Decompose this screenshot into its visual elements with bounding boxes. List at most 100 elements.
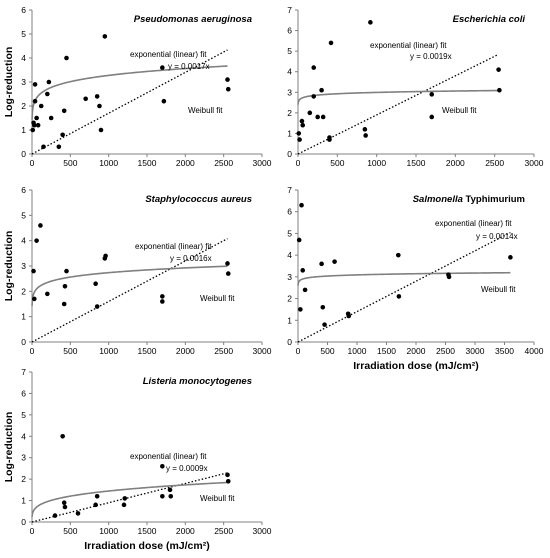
panel-5-y-tick-label: 7 [21, 367, 26, 377]
panel-4-y-tick-label: 2 [287, 294, 292, 304]
panel-2-weibull-fit-label: Weibull fit [442, 106, 477, 115]
panel-1-title: Pseudomonas aeruginosa [134, 14, 252, 25]
panel-2-data-point [300, 122, 306, 128]
panel-1-data-point [34, 115, 39, 121]
panel-4-linear-fit-equation: y = 0.0014x [476, 232, 518, 241]
panel-1-data-point [32, 122, 37, 128]
panel-2-x-tick-label: 2000 [446, 158, 465, 168]
panel-1-linear-fit-label: exponential (linear) fit [130, 50, 207, 59]
panel-1-data-point [45, 91, 50, 97]
panel-1-data-point [41, 144, 46, 150]
panel-3-linear-fit-equation: y = 0.0016x [170, 254, 212, 263]
panel-3-data-point [62, 283, 68, 289]
panel-5-y-tick-label: 5 [21, 410, 26, 420]
panel-5-y-tick-label: 2 [21, 474, 26, 484]
panel-2-data-point [311, 94, 317, 99]
panel-3-data-point [64, 268, 69, 274]
panel-5-y-tick-label: 4 [21, 431, 26, 441]
panel-2-data-point [311, 65, 317, 70]
panel-1-data-point [98, 127, 104, 133]
panel-1-data-point [160, 65, 165, 70]
panel-4-y-tick-label: 0 [287, 337, 292, 347]
panel-5-data-point [160, 463, 165, 469]
panel-3-title: Staphylococcus aureus [145, 194, 252, 205]
panel-1-y-tick-label: 6 [21, 5, 26, 15]
panel-2-linear-fit-label: exponential (linear) fit [370, 41, 447, 50]
panel-4-y-tick-label: 3 [287, 272, 292, 282]
panel-4-title: Salmonella Typhimurium [413, 194, 525, 205]
panel-1-data-point [83, 96, 88, 102]
panel-3-x-tick-label: 1000 [99, 346, 118, 356]
panel-5-data-point [52, 513, 58, 518]
panel-2-data-point [368, 20, 373, 25]
panel-4-linear-fit-label: exponential (linear) fit [435, 219, 512, 228]
panel-2-data-point [327, 137, 332, 142]
panel-4-x-tick-label: 2500 [436, 346, 455, 356]
panel-4-title-italic: Salmonella [413, 194, 463, 205]
panel-4-weibull-fit-label: Weibull fit [481, 285, 516, 294]
panel-3-data-point [38, 223, 43, 228]
panel-4-data-point [320, 304, 326, 310]
panel-5-x-tick-label: 500 [63, 526, 77, 536]
panel-4-x-tick-label: 1000 [348, 346, 367, 356]
panel-5-linear-fit-label: exponential (linear) fit [130, 452, 207, 461]
panel-2-y-tick-label: 6 [287, 26, 292, 36]
panel-2-y-tick-label: 0 [287, 149, 292, 159]
panel-5-data-point [160, 493, 165, 499]
panel-1-linear-fit-equation: y = 0.0017x [168, 62, 210, 71]
panel-4-data-point [322, 322, 327, 327]
panel-1-data-point [46, 79, 52, 85]
panel-2-data-point [299, 118, 305, 124]
panel-3-y-tick-label: 3 [21, 261, 26, 271]
panel-5-data-point [62, 504, 68, 510]
panel-4-weibull-fit-curve [297, 271, 511, 286]
panel-5-y-tick-label: 6 [21, 388, 26, 398]
panel-1-data-point [60, 132, 65, 138]
panel-5-data-point [225, 478, 231, 484]
panel-4-data-point [396, 294, 402, 299]
panel-2-data-point [362, 127, 368, 132]
panel-1-x-tick-label: 2500 [214, 158, 233, 168]
panel-2-y-tick-label: 5 [287, 46, 292, 56]
panel-2-data-point [320, 114, 326, 120]
panel-2-data-point [363, 133, 368, 138]
panel-2-data-point [328, 40, 334, 46]
panel-2-data-point [315, 114, 320, 120]
panel-4-x-tick-label: 1500 [377, 346, 396, 356]
panel-5-y-tick-label: 0 [21, 517, 26, 527]
panel-5-x-tick-label: 1000 [99, 526, 118, 536]
panel-3-x-tick-label: 3000 [253, 346, 272, 356]
panel-4-x-tick-label: 4000 [525, 346, 544, 356]
panel-5-data-point [94, 493, 100, 499]
panel-4-data-point [396, 252, 401, 258]
panel-2-data-point [429, 92, 435, 97]
panel-4-data-point [319, 261, 324, 267]
panel-2-data-point [307, 110, 313, 116]
panel-1-data-point [48, 115, 54, 121]
panel-5-title: Listeria monocytogenes [143, 376, 252, 387]
panel-2-data-point [429, 114, 435, 120]
panel-2-y-tick-label: 7 [287, 5, 292, 15]
panel-5-data-point [61, 500, 67, 506]
panel-1-data-point [32, 98, 38, 104]
panel-1-x-tick-label: 500 [63, 158, 77, 168]
panel-2-x-tick-label: 1500 [407, 158, 426, 168]
panel-3-y-axis-label: Log-reduction [3, 231, 15, 302]
panel-4-title-rest: Typhimurium [463, 194, 525, 205]
panel-5-data-point [122, 496, 128, 501]
panel-5-data-point [93, 502, 98, 508]
panel-3-data-point [94, 304, 100, 309]
panel-1-data-point [225, 77, 230, 82]
panel-1-y-tick-label: 5 [21, 29, 26, 39]
panel-4-data-point [446, 274, 452, 280]
panel-4-y-tick-label: 6 [287, 207, 292, 217]
panel-5-weibull-fit-curve [31, 481, 228, 517]
panel-2-x-tick-label: 1000 [367, 158, 386, 168]
panel-2-weibull-fit-curve [297, 89, 499, 105]
panel-1-x-tick-label: 2000 [176, 158, 195, 168]
panel-4-data-point [346, 313, 352, 319]
panel-1-data-point [56, 144, 62, 150]
panel-5-y-tick-label: 1 [21, 496, 26, 506]
panel-1-data-point [94, 94, 100, 99]
panel-3-weibull-fit-label: Weibull fit [200, 294, 235, 303]
